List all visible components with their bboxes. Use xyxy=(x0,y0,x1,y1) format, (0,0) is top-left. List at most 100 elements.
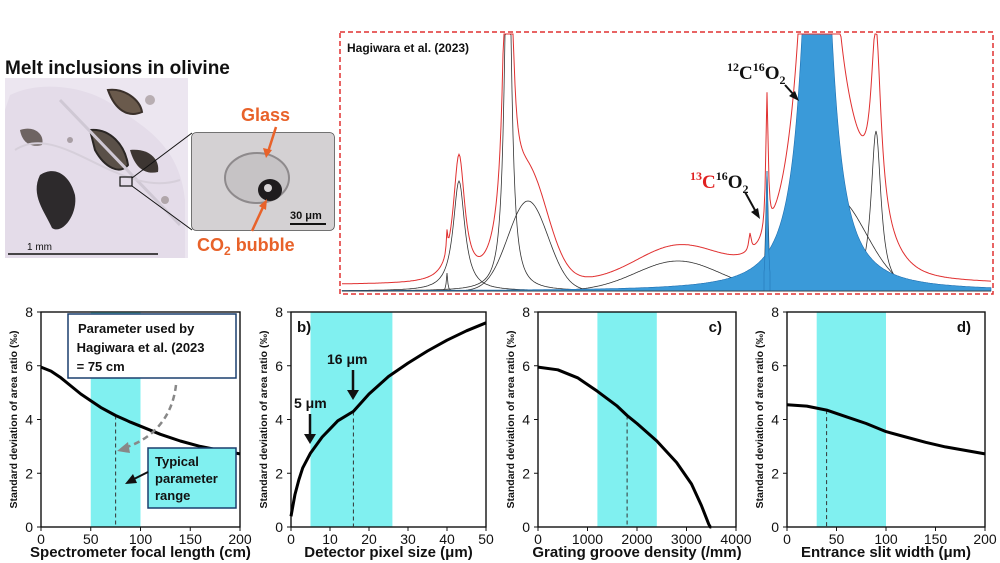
x-axis-label: Grating groove density (/mm) xyxy=(532,544,741,561)
x-tick-label: 4000 xyxy=(720,531,751,547)
raman-spectrum xyxy=(341,33,992,292)
y-tick-label: 4 xyxy=(275,412,283,428)
callout-5um-arrowhead xyxy=(304,434,316,444)
photo-title: Melt inclusions in olivine xyxy=(5,58,230,79)
bubble-arrow xyxy=(250,204,266,232)
peak-13c16o2-fill xyxy=(763,170,771,292)
y-tick-label: 8 xyxy=(275,304,283,320)
chart-focal-length: 0 50 100 150 200 0 2 4 6 8 Spectrometer focal leng… xyxy=(8,304,252,561)
y-tick-label: 2 xyxy=(275,465,283,481)
chart-slit-width: 0 50 100 150 200 0 2 4 6 8 Entrance slit width (μm… xyxy=(754,304,997,561)
note-arrow xyxy=(123,384,178,450)
main-scale-label: 1 mm xyxy=(27,242,52,253)
callout-16um: 16 μm xyxy=(327,351,367,367)
y-tick-label: 4 xyxy=(771,412,779,428)
data-line xyxy=(40,365,241,456)
y-tick-label: 0 xyxy=(275,519,283,535)
y-tick-label: 8 xyxy=(771,304,779,320)
x-tick-label: 0 xyxy=(534,531,542,547)
x-tick-label: 50 xyxy=(478,531,494,547)
data-line xyxy=(786,403,986,456)
x-tick-label: 40 xyxy=(439,531,455,547)
peak-12c16o2-fill xyxy=(341,33,992,292)
x-tick-label: 30 xyxy=(400,531,416,547)
spectrum-frame xyxy=(339,31,994,295)
x-tick-label: 20 xyxy=(361,531,377,547)
parameter-note-box xyxy=(67,313,237,379)
glass-label: Glass xyxy=(241,105,290,125)
y-tick-label: 2 xyxy=(25,465,33,481)
x-axis-label: Entrance slit width (μm) xyxy=(801,544,971,561)
callout-5um: 5 μm xyxy=(294,395,327,411)
y-tick-label: 6 xyxy=(771,358,779,374)
parameter-note-text: Parameter used by Hagiwara et al. (2023 … xyxy=(73,321,205,374)
y-axis-label: Standard deviation of area ratio (‰) xyxy=(8,331,20,509)
x-tick-label: 1000 xyxy=(572,531,603,547)
y-axis-label: Standard deviation of area ratio (‰) xyxy=(754,331,766,509)
range-note-box xyxy=(147,447,237,509)
x-tick-label: 0 xyxy=(37,531,45,547)
co2-bubble-label: CO2 bubble xyxy=(197,235,295,258)
typical-range-band xyxy=(310,312,393,527)
spectrum-component-6 xyxy=(342,130,991,292)
y-tick-label: 6 xyxy=(275,358,283,374)
panel-label: b) xyxy=(297,319,311,336)
y-tick-label: 8 xyxy=(522,304,530,320)
bubble-arrowhead xyxy=(259,199,267,210)
y-tick-label: 4 xyxy=(522,412,530,428)
inset-scale-label: 30 μm xyxy=(290,210,322,222)
panel-label: c) xyxy=(709,319,722,336)
x-tick-label: 10 xyxy=(322,531,338,547)
range-note-text: Typical parameter range xyxy=(155,454,218,503)
zoom-box xyxy=(119,176,133,187)
x-tick-label: 200 xyxy=(973,531,997,547)
y-tick-label: 2 xyxy=(771,465,779,481)
x-tick-label: 0 xyxy=(287,531,295,547)
panel-label: d) xyxy=(957,319,971,336)
olivine-micrograph xyxy=(5,78,188,258)
peak-12c16o2-label: 12C16O2 xyxy=(727,60,786,87)
x-tick-label: 50 xyxy=(83,531,99,547)
typical-range-band xyxy=(597,312,657,527)
data-line xyxy=(537,365,712,529)
x-axis-label: Detector pixel size (μm) xyxy=(304,544,472,561)
spectrum-envelope xyxy=(342,33,991,285)
y-axis-label: Standard deviation of area ratio (‰) xyxy=(505,331,517,509)
y-tick-label: 6 xyxy=(25,358,33,374)
y-tick-label: 0 xyxy=(771,519,779,535)
zoom-line-top xyxy=(131,132,193,179)
spectrum-citation: Hagiwara et al. (2023) xyxy=(347,41,469,55)
y-tick-label: 6 xyxy=(522,358,530,374)
peak-12-arrowhead xyxy=(789,91,799,101)
x-tick-label: 2000 xyxy=(621,531,652,547)
data-line xyxy=(289,321,487,517)
x-tick-label: 150 xyxy=(179,531,203,547)
peak-13-arrow xyxy=(744,191,757,213)
spectrum-component-1 xyxy=(342,33,991,292)
glass-arrowhead xyxy=(263,148,272,158)
range-arrowhead xyxy=(125,474,137,484)
chart-pixel-size: 0 10 20 30 40 50 0 2 4 6 8 Detector pixel size (μm)… xyxy=(258,304,494,561)
y-tick-label: 8 xyxy=(25,304,33,320)
x-tick-label: 200 xyxy=(228,531,252,547)
chart-groove-density: 0 1000 2000 3000 4000 0 2 4 6 8 Grating groove den… xyxy=(505,304,752,561)
x-axis-label: Spectrometer focal length (cm) xyxy=(30,544,251,561)
glass-arrow xyxy=(266,126,278,153)
x-tick-label: 150 xyxy=(924,531,948,547)
x-tick-label: 100 xyxy=(129,531,153,547)
peak-13-arrowhead xyxy=(751,208,760,219)
zoom-line-bottom xyxy=(131,185,193,231)
x-tick-label: 0 xyxy=(783,531,791,547)
peak-13c16o2-label: 13C16O2 xyxy=(690,169,749,196)
x-tick-label: 100 xyxy=(874,531,898,547)
callout-16um-arrowhead xyxy=(347,390,359,400)
y-tick-label: 0 xyxy=(25,519,33,535)
y-axis-label: Standard deviation of area ratio (‰) xyxy=(258,331,270,509)
x-tick-label: 3000 xyxy=(671,531,702,547)
y-tick-label: 2 xyxy=(522,465,530,481)
inclusion-inset: 30 μm xyxy=(191,132,335,231)
x-tick-label: 50 xyxy=(829,531,845,547)
y-tick-label: 4 xyxy=(25,412,33,428)
note-arrowhead xyxy=(117,442,130,453)
